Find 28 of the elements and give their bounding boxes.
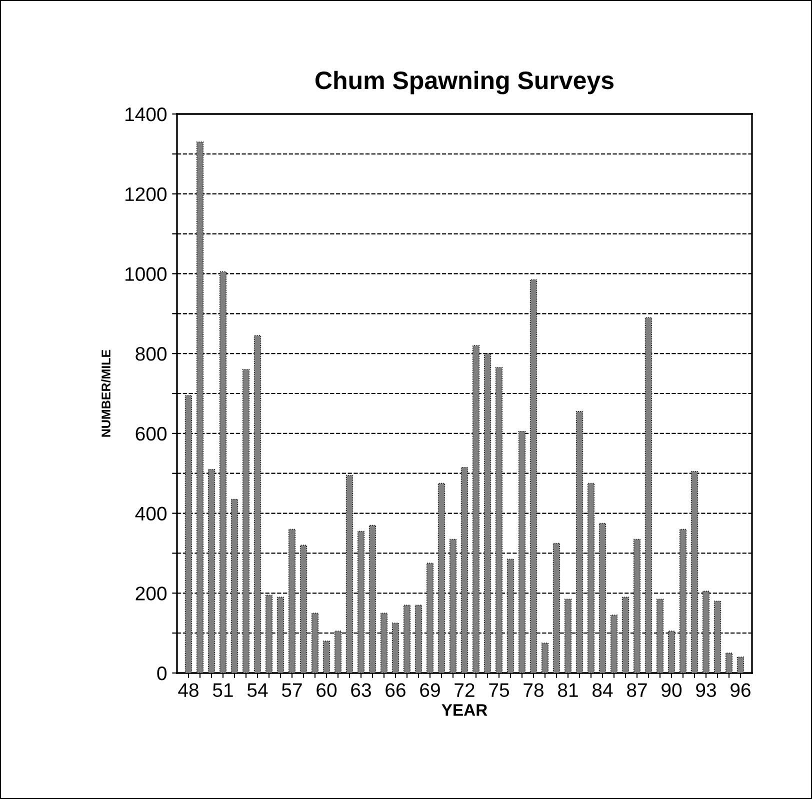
y-tick-label: 800 [136, 347, 167, 361]
y-tick-label: 200 [136, 586, 167, 600]
x-tick-label: 75 [489, 683, 509, 698]
y-tick-label: 600 [136, 426, 167, 441]
y-tick-label: 1000 [126, 267, 167, 281]
x-axis-title: YEAR [442, 704, 488, 716]
x-tick-label: 60 [316, 683, 337, 698]
x-tick-label: 78 [524, 683, 544, 698]
chart-title: Chum Spawning Surveys [316, 70, 614, 94]
y-tick-label: 400 [135, 506, 167, 521]
y-tick-label: 1200 [126, 187, 167, 202]
x-tick-label: 93 [696, 683, 716, 698]
x-tick-label: 84 [592, 683, 613, 698]
x-tick-label: 51 [212, 683, 233, 698]
x-tick-label: 90 [662, 683, 682, 698]
y-tick-label: 1400 [126, 107, 167, 122]
x-tick-label: 66 [386, 683, 406, 698]
x-tick-label: 69 [420, 683, 440, 698]
x-tick-label: 63 [351, 683, 371, 698]
x-tick-label: 57 [282, 683, 302, 698]
x-tick-label: 72 [454, 683, 474, 697]
y-tick-label: 0 [157, 666, 167, 680]
x-tick-label: 54 [247, 683, 268, 698]
x-tick-label: 81 [558, 683, 578, 698]
x-tick-label: 87 [627, 683, 647, 698]
x-tick-label: 96 [730, 683, 750, 698]
x-tick-label: 48 [178, 683, 198, 698]
y-axis-title: NUMBER/MILE [101, 350, 111, 437]
